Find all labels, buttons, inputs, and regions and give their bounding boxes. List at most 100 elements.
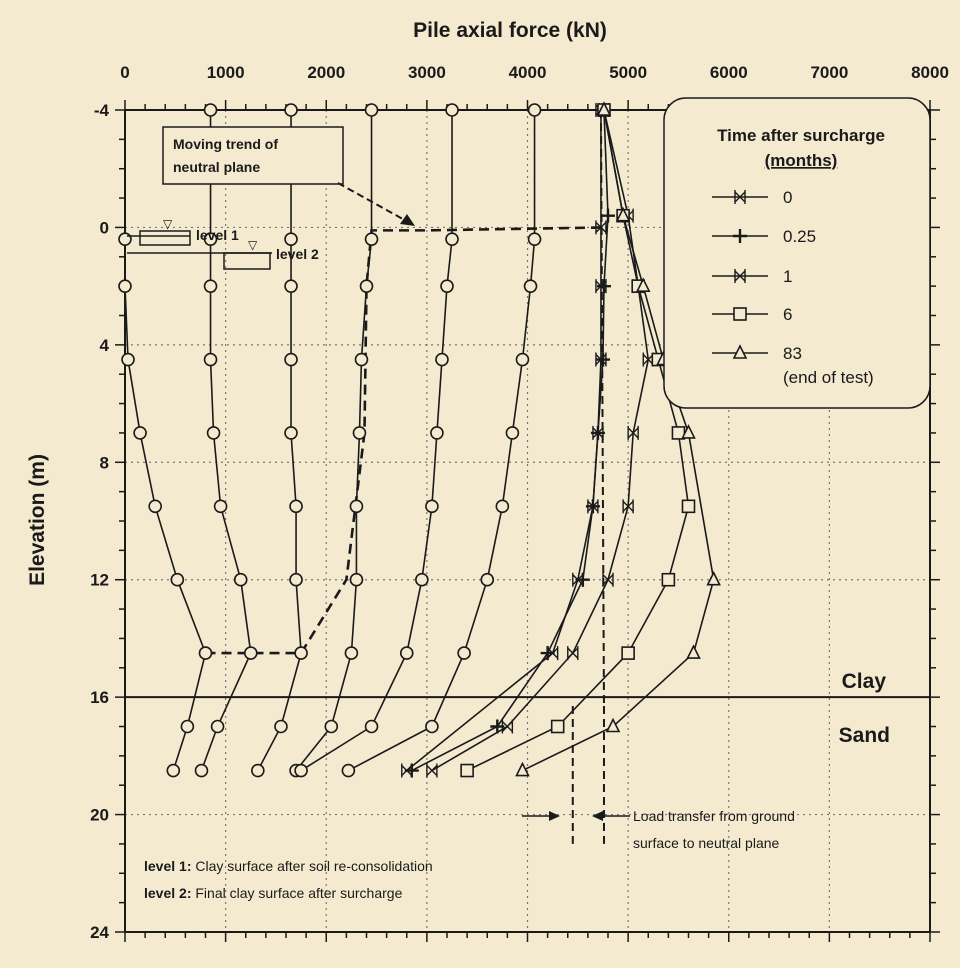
neutral-plane-trend-line: [205, 226, 604, 655]
circle-curve-5: [294, 103, 459, 778]
circle-marker: [118, 232, 132, 246]
circle-marker: [203, 279, 218, 293]
circle-marker: [505, 426, 520, 440]
triangle-marker: [515, 761, 530, 777]
moving-trend-label-2: neutral plane: [173, 159, 260, 175]
legend-entry-4: 6: [712, 305, 792, 324]
circle-marker: [166, 763, 181, 778]
x-marker: [501, 719, 514, 734]
level2-marker-icon: ▽: [248, 238, 258, 252]
triangle-marker: [635, 277, 651, 292]
circle-marker: [349, 572, 364, 587]
series-4-line: [466, 109, 690, 772]
circle-marker: [289, 499, 303, 514]
y-tick-label: 12: [90, 571, 109, 590]
triangle-marker: [605, 717, 621, 733]
circle-curve-6-line: [348, 110, 536, 772]
y-tick-label: 16: [90, 688, 109, 707]
load-transfer-label-2: surface to neutral plane: [633, 835, 780, 851]
circle-marker: [206, 426, 221, 440]
moving-trend-box: [162, 126, 344, 185]
square-marker: [681, 499, 696, 514]
circle-marker: [133, 426, 147, 440]
circle-marker: [495, 499, 510, 514]
series-4: [460, 103, 696, 778]
x-marker: [734, 190, 746, 204]
square-marker: [621, 646, 635, 660]
x-tick-label: 0: [120, 63, 129, 82]
square-marker: [460, 763, 474, 778]
circle-marker: [364, 103, 379, 117]
plus-marker: [596, 279, 611, 294]
x-tick-label: 3000: [408, 63, 446, 82]
plus-marker: [404, 763, 419, 778]
circle-marker: [341, 763, 356, 778]
circle-marker: [352, 426, 367, 440]
legend-label: 6: [783, 305, 792, 324]
circle-marker: [523, 279, 538, 293]
plus-marker: [575, 572, 590, 587]
circle-marker: [284, 426, 298, 440]
circle-marker: [435, 352, 449, 367]
circle-marker: [243, 646, 258, 660]
circle-curve-1-line: [124, 239, 207, 771]
circle-curve-5-line: [300, 110, 453, 772]
x-marker: [602, 572, 614, 587]
level1-symbol: [139, 230, 191, 246]
series-3: [426, 103, 654, 778]
circle-marker: [364, 232, 379, 246]
square-marker: [550, 719, 565, 734]
legend-entry-5: 83 (end of test): [712, 344, 874, 387]
x-marker: [627, 425, 639, 440]
circle-marker: [274, 719, 288, 734]
layer-label-sand: Sand: [839, 724, 890, 747]
triangle-marker: [615, 206, 631, 222]
circle-marker: [284, 103, 298, 117]
plus-marker: [585, 499, 600, 514]
legend-label-sub: (end of test): [783, 368, 874, 387]
circle-marker: [180, 719, 195, 734]
load-transfer-arrowhead-right: [592, 811, 603, 821]
y-tick-label: 20: [90, 806, 109, 825]
plus-marker: [601, 208, 615, 223]
x-marker: [622, 499, 634, 514]
legend-entry-1: 0: [712, 188, 792, 207]
circle-marker: [203, 232, 218, 246]
circle-marker: [425, 719, 439, 734]
circle-marker: [359, 279, 374, 293]
neutral-plane-vertical: [599, 109, 605, 706]
y-tick-label: 0: [100, 218, 109, 237]
circle-curve-4-line: [295, 110, 373, 772]
circle-marker: [198, 646, 213, 660]
square-marker: [661, 572, 676, 587]
legend-subtitle: (months): [765, 151, 838, 170]
circle-marker: [118, 279, 132, 293]
legend-entry-2: 0.25: [712, 227, 816, 246]
legend-label: 0: [783, 188, 792, 207]
circle-marker: [527, 232, 542, 246]
circle-marker: [445, 103, 459, 117]
moving-trend-label-1: Moving trend of: [173, 136, 278, 152]
legend-label: 83: [783, 344, 802, 363]
legend-entry-3: 1: [712, 267, 792, 286]
load-transfer-label-1: Load transfer from ground: [633, 808, 795, 824]
circle-marker: [354, 352, 369, 367]
circle-marker: [251, 763, 265, 778]
y-axis-label: Elevation (m): [26, 454, 49, 586]
plus-marker: [733, 229, 747, 243]
layer-label-clay: Clay: [842, 670, 887, 693]
circle-marker: [415, 572, 429, 587]
triangle-marker: [732, 344, 748, 359]
legend: Time after surcharge (months) 0 0.25 1 6 83 (…: [663, 97, 931, 409]
circle-marker: [294, 646, 308, 660]
y-tick-label: 24: [90, 923, 109, 942]
circle-marker: [430, 426, 444, 440]
legend-label: 0.25: [783, 227, 816, 246]
triangle-marker: [596, 101, 612, 116]
note-level2-text: Final clay surface after surcharge: [195, 885, 402, 901]
note-level2: level 2: Final clay surface after surcha…: [144, 885, 403, 901]
triangle-marker: [706, 570, 721, 586]
load-transfer-arrowhead-left: [549, 811, 560, 821]
legend-label: 1: [783, 267, 792, 286]
